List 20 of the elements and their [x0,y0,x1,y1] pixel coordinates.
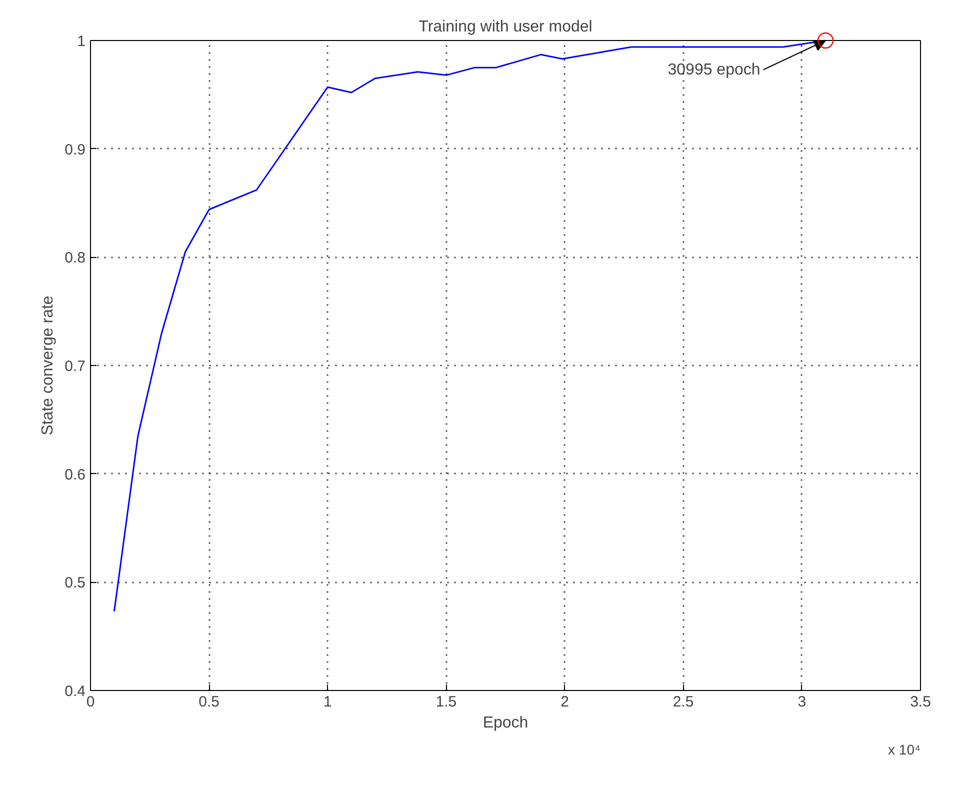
y-tick-label: 0.6 [64,466,86,484]
y-tick-label: 1 [77,33,86,50]
y-tick-label: 0.9 [64,141,86,158]
x-tick-label: 2.5 [672,694,694,710]
annotation: 30995 epoch [668,61,760,78]
x-tick-label: 0 [86,694,95,710]
x-tick-label: 3 [798,694,806,710]
text: x 10⁴ [888,742,921,758]
y-tick-label: 0.5 [64,574,86,592]
x-tick-label: 0.5 [198,694,220,710]
y-tick-label: 0.4 [64,683,86,700]
x-tick-label: 3.5 [910,694,931,710]
y-tick-label: 0.7 [64,358,86,375]
x-tick-label: 1.5 [436,694,457,710]
x-tick-label: 1 [323,694,332,710]
y-tick-label: 0.8 [64,250,86,267]
chart-title: Training with user model [418,18,592,36]
x-tick-label: 2 [560,694,569,710]
y-axis-title: State converge rate [40,296,57,436]
x-axis-title: Epoch [482,714,528,732]
